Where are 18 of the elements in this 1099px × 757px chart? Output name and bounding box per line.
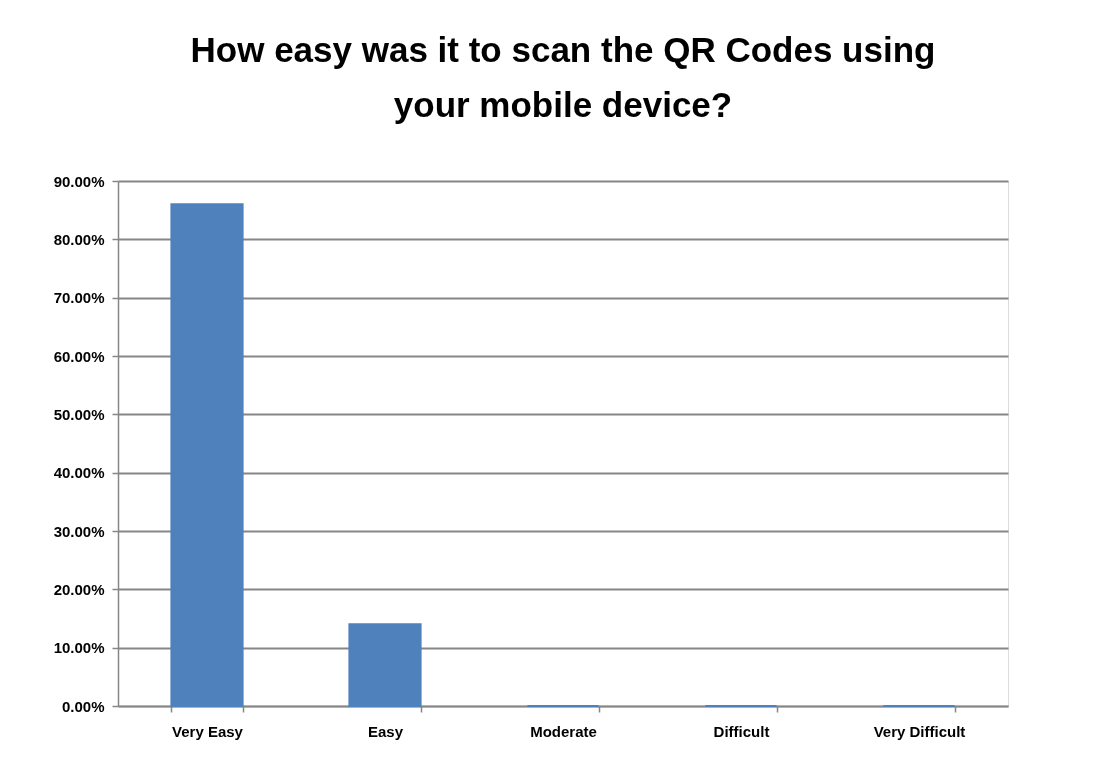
y-tick-label: 80.00% [53, 230, 105, 248]
y-tick-label: 60.00% [53, 347, 105, 365]
y-tick-label: 10.00% [53, 639, 105, 657]
y-tick-label: 50.00% [53, 405, 105, 423]
y-tick-label: 90.00% [53, 172, 105, 190]
y-tick-label: 30.00% [53, 522, 105, 540]
chart-title: How easy was it to scan the QR Codes using your mobile device? [190, 30, 936, 124]
x-tick-label: Very Easy [172, 722, 244, 740]
y-tick-label: 40.00% [53, 464, 105, 482]
y-tick-label: 20.00% [53, 580, 105, 598]
y-tick-label: 0.00% [61, 697, 105, 715]
x-tick-label: Very Difficult [873, 722, 966, 740]
y-tick-label: 70.00% [53, 289, 105, 307]
x-tick-label: Moderate [530, 722, 597, 740]
bar [348, 623, 422, 707]
bar [170, 203, 244, 707]
x-tick-label: Easy [367, 722, 404, 740]
x-tick-label: Difficult [713, 722, 770, 740]
